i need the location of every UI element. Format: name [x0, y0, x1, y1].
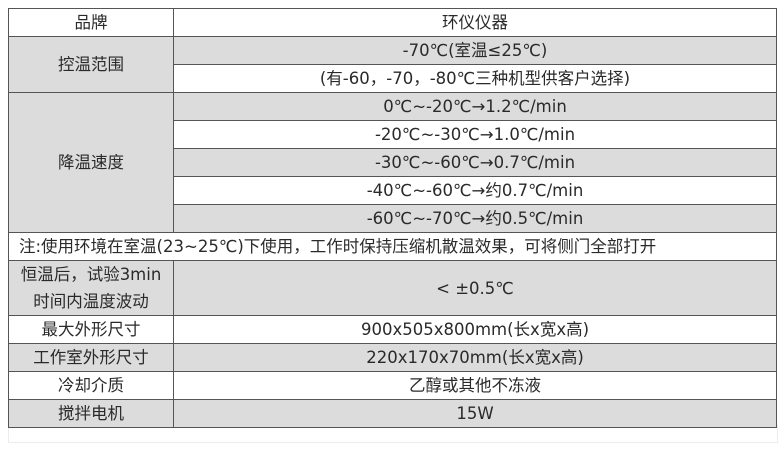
table-row-medium: 冷却介质 乙醇或其他不冻液	[8, 371, 777, 400]
table-row-fluctuation: 恒温后，试验3min 时间内温度波动 < ±0.5℃	[8, 260, 777, 316]
cooling-rate-value: 0℃~-20℃→1.2℃/min	[173, 92, 777, 121]
fluctuation-label-line2: 时间内温度波动	[33, 292, 149, 311]
table-row-note: 注:使用环境在室温(23~25℃)下使用，工作时保持压缩机散温效果，可将侧门全部…	[8, 232, 777, 261]
table-row-cooling-rate: -40℃~-60℃→约0.7℃/min	[9, 176, 777, 205]
table-row-cooling-rate: 降温速度 0℃~-20℃→1.2℃/min	[8, 92, 777, 233]
table-row-temp-range-1: 控温范围 -70℃(室温≤25℃)	[8, 36, 777, 93]
cooling-rate-value: -40℃~-60℃→约0.7℃/min	[173, 176, 777, 205]
medium-label: 冷却介质	[8, 371, 174, 400]
chamber-size-label: 工作室外形尺寸	[8, 343, 174, 372]
table-row-chamber-size: 工作室外形尺寸 220x170x70mm(长x宽x高)	[8, 343, 777, 372]
brand-value: 环仪仪器	[173, 8, 777, 37]
temp-range-value: (有-60，-70，-80℃三种机型供客户选择)	[173, 64, 777, 93]
max-size-label: 最大外形尺寸	[8, 315, 174, 344]
cooling-rate-value: -30℃~-60℃→0.7℃/min	[173, 148, 777, 177]
chamber-size-value: 220x170x70mm(长x宽x高)	[173, 343, 777, 372]
fluctuation-value: < ±0.5℃	[173, 260, 777, 316]
table-row-motor: 搅拌电机 15W	[8, 399, 777, 428]
motor-label: 搅拌电机	[8, 399, 174, 428]
fluctuation-label: 恒温后，试验3min 时间内温度波动	[8, 260, 174, 316]
table-row-temp-range-2: (有-60，-70，-80℃三种机型供客户选择)	[9, 64, 777, 93]
temp-range-label: 控温范围	[8, 36, 174, 93]
cooling-rate-value: -20℃~-30℃→1.0℃/min	[173, 120, 777, 149]
medium-value: 乙醇或其他不冻液	[173, 371, 777, 400]
note-text: 注:使用环境在室温(23~25℃)下使用，工作时保持压缩机散温效果，可将侧门全部…	[8, 232, 777, 261]
fluctuation-label-line1: 恒温后，试验3min	[20, 265, 162, 284]
motor-value: 15W	[173, 399, 777, 428]
spec-table: 品牌 环仪仪器 控温范围 -70℃(室温≤25℃) (有-60，-70，-80℃…	[8, 8, 777, 428]
cooling-rate-label: 降温速度	[8, 92, 174, 233]
cooling-rate-value: -60℃~-70℃→约0.5℃/min	[173, 204, 777, 233]
table-row-max-size: 最大外形尺寸 900x505x800mm(长x宽x高)	[8, 315, 777, 344]
table-row-brand: 品牌 环仪仪器	[8, 8, 777, 37]
brand-label: 品牌	[8, 8, 174, 37]
temp-range-value: -70℃(室温≤25℃)	[173, 36, 777, 65]
bottom-shadow-box	[8, 425, 778, 443]
max-size-value: 900x505x800mm(长x宽x高)	[173, 315, 777, 344]
